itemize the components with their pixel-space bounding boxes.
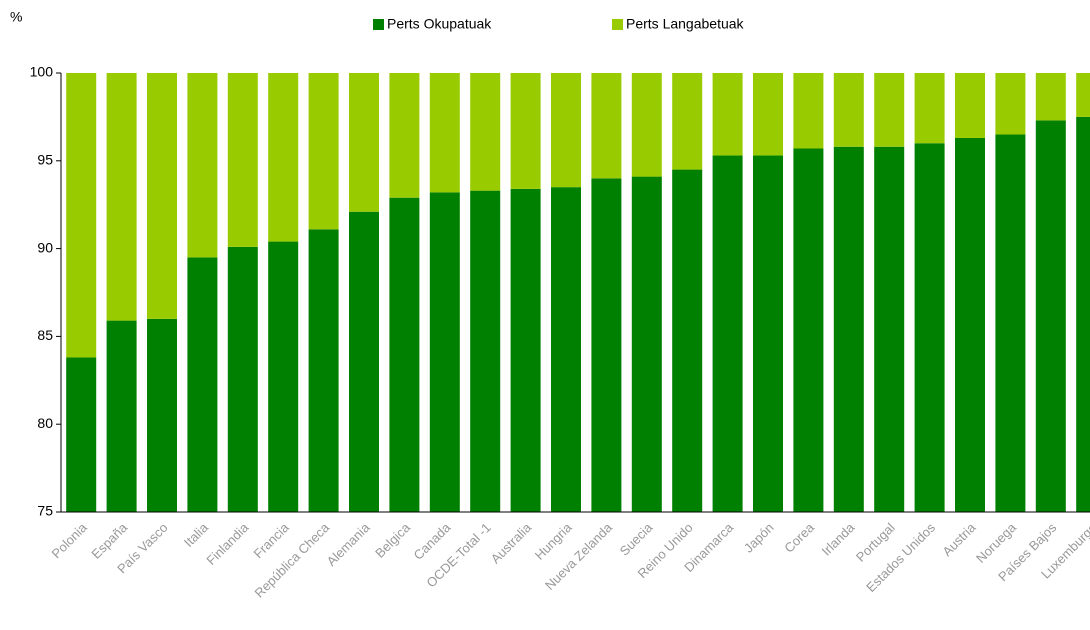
bar-segment: [510, 73, 541, 189]
bar-segment: [147, 318, 177, 512]
x-tick-label: Irlanda: [819, 519, 858, 558]
bar-segment: [914, 143, 945, 513]
legend-label: Perts Okupatuak: [387, 16, 492, 32]
bar-segment: [631, 176, 662, 512]
bar-segment: [793, 73, 824, 149]
bar-segment: [631, 73, 662, 177]
bar-segment: [833, 73, 864, 147]
bar-segment: [268, 241, 299, 513]
bar-segment: [1035, 120, 1066, 513]
bar-segment: [995, 134, 1026, 512]
bar-segment: [874, 146, 905, 512]
bar-segment: [429, 73, 460, 193]
y-axis-label: %: [10, 9, 22, 25]
bar-segment: [429, 192, 460, 512]
bar-segment: [349, 211, 379, 512]
bar-segment: [672, 169, 703, 512]
bar-segment: [551, 187, 581, 512]
bar-segment: [187, 257, 218, 512]
x-tick-label: Corea: [781, 519, 817, 555]
y-tick-label: 90: [37, 239, 53, 255]
x-tick-label: Belgica: [372, 519, 413, 560]
x-tick-label: Australia: [488, 519, 535, 566]
bar-segment: [1076, 73, 1090, 117]
legend-label: Perts Langabetuak: [626, 16, 745, 32]
x-tick-label: Italia: [181, 519, 212, 550]
y-tick-label: 75: [37, 503, 53, 519]
bar-segment: [106, 73, 137, 321]
bar-segment: [106, 320, 137, 512]
bar-segment: [470, 73, 501, 191]
bar-segment: [66, 73, 97, 358]
bar-segment: [591, 73, 622, 179]
x-tick-label: Estados Unidos: [863, 520, 938, 595]
bar-segment: [470, 190, 501, 513]
x-tick-label: Austria: [939, 519, 979, 559]
bar-segment: [147, 73, 177, 319]
bar-segment: [1035, 73, 1066, 121]
bar-segment: [308, 229, 339, 512]
x-tick-label: Polonia: [48, 519, 90, 561]
bar-segment: [753, 73, 783, 156]
x-tick-label: Suecia: [617, 519, 656, 558]
bar-segment: [793, 148, 824, 512]
bar-segment: [227, 73, 258, 247]
bar-segment: [955, 137, 985, 513]
bar-segment: [268, 73, 299, 242]
bar-segment: [591, 178, 622, 513]
bar-segment: [187, 73, 218, 258]
y-tick-label: 85: [37, 327, 53, 343]
bar-segment: [66, 357, 97, 512]
bar-segment: [712, 73, 743, 156]
bar-segment: [955, 73, 985, 138]
bar-segment: [712, 155, 743, 513]
bar-segment: [914, 73, 945, 144]
bar-segment: [349, 73, 379, 212]
bar-segment: [833, 146, 864, 512]
x-tick-label: Alemania: [324, 519, 373, 568]
bar-segment: [227, 246, 258, 512]
bar-segment: [510, 188, 541, 512]
bar-segment: [389, 197, 420, 512]
y-tick-label: 95: [37, 152, 53, 168]
bar-segment: [308, 73, 339, 230]
x-tick-label: Finlandia: [203, 519, 251, 567]
x-tick-label: República Checa: [252, 519, 333, 600]
bar-segment: [995, 73, 1026, 135]
x-tick-label: Japón: [741, 520, 777, 556]
y-tick-label: 100: [30, 64, 54, 80]
bar-segment: [1076, 116, 1090, 513]
legend-swatch: [373, 19, 384, 30]
y-tick-label: 80: [37, 415, 53, 431]
legend-swatch: [612, 19, 623, 30]
bar-segment: [389, 73, 420, 198]
bar-segment: [672, 73, 703, 170]
bar-segment: [753, 155, 783, 513]
bar-segment: [551, 73, 581, 188]
bar-segment: [874, 73, 905, 147]
